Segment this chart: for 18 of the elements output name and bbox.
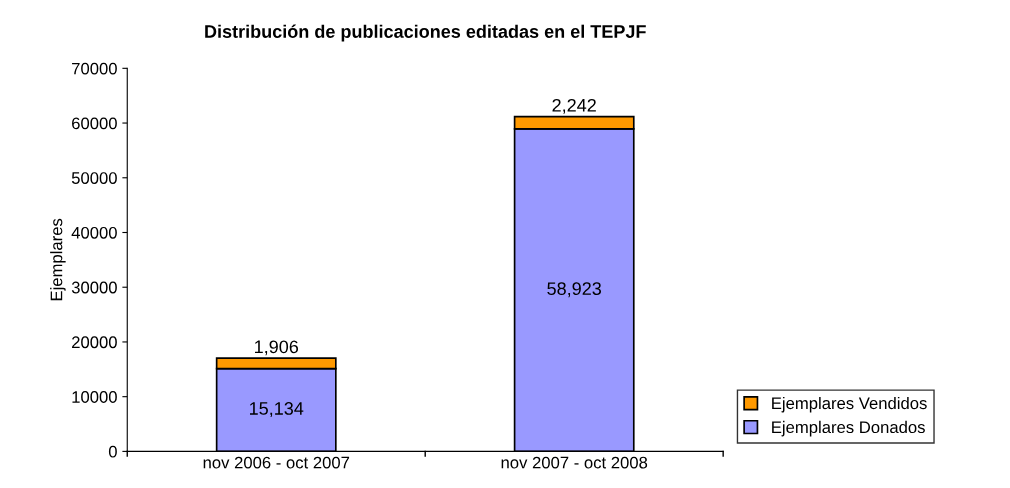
legend-label: Ejemplares Vendidos [772,396,927,413]
data-label: 2,242 [552,98,596,114]
data-label: 1,906 [255,340,299,356]
chart-title: Distribución de publicaciones editadas en el TEPJF [205,24,646,42]
y-tick-label: 60000 [72,117,117,130]
y-tick-label: 10000 [72,391,117,403]
y-tick-label: 50000 [71,172,117,184]
y-tick-label: 40000 [71,226,117,239]
legend-label: Ejemplares Donados [772,420,925,437]
y-tick-label: 70000 [72,62,117,75]
y-axis-title: Ejemplares [50,218,66,301]
x-tick-label: nov 2006 - oct 2007 [203,456,350,469]
y-tick-label: 30000 [71,281,117,294]
data-label: 58,923 [547,282,602,298]
y-tick-label: 0 [108,445,117,458]
x-tick-label: nov 2007 - oct 2008 [501,456,648,469]
data-label: 15,134 [250,402,304,417]
y-tick-label: 20000 [72,336,117,349]
